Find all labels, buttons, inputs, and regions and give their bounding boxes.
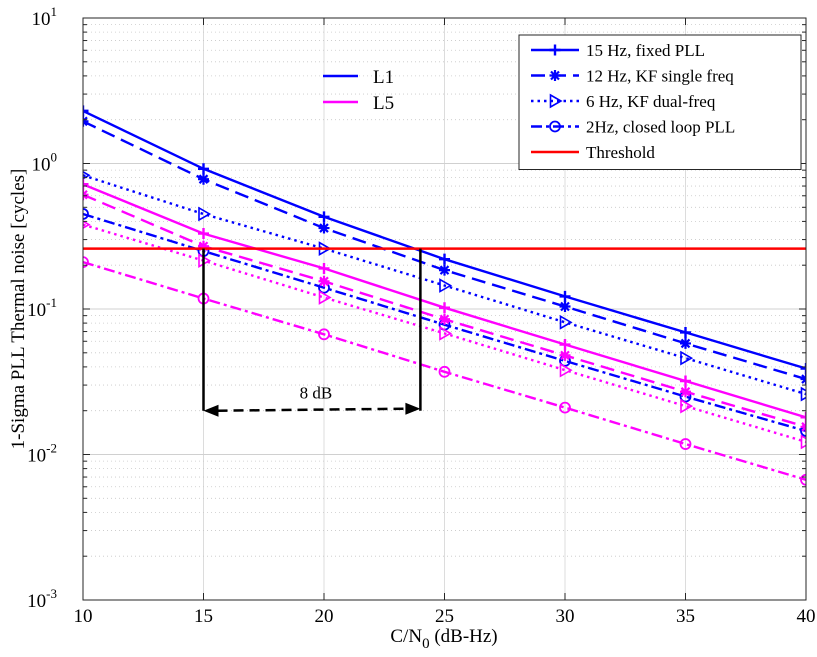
data-point	[559, 362, 573, 378]
data-point	[198, 173, 209, 185]
data-point	[439, 313, 450, 325]
legend-marker	[549, 120, 561, 133]
data-point	[83, 256, 89, 269]
x-tick-label: 20	[315, 606, 334, 627]
data-point	[680, 350, 694, 366]
data-point	[318, 262, 330, 274]
series-line	[83, 174, 806, 396]
x-tick-label: 30	[556, 606, 575, 627]
data-point	[800, 434, 806, 450]
data-point	[438, 365, 451, 378]
series-l5	[83, 189, 806, 433]
legend-label: Threshold	[586, 143, 655, 162]
data-point	[559, 314, 573, 330]
annotation-arrowhead-right	[405, 402, 421, 415]
data-point	[800, 411, 806, 423]
x-tick-label: 10	[74, 606, 93, 627]
y-tick-label: 10-1	[27, 295, 57, 321]
x-tick-label: 40	[797, 606, 816, 627]
data-point	[83, 178, 89, 190]
data-point	[800, 363, 806, 374]
y-tick-label: 101	[32, 4, 58, 30]
x-tick-label: 15	[194, 606, 213, 627]
data-point	[680, 326, 691, 338]
data-point	[318, 290, 332, 305]
x-tick-label: 25	[435, 606, 454, 627]
data-point	[680, 386, 691, 398]
data-point	[439, 264, 450, 276]
band-legend-label: L1	[373, 67, 394, 88]
x-tick-label: 35	[676, 606, 695, 627]
data-point	[680, 337, 691, 349]
legend-label: 2Hz, closed loop PLL	[586, 118, 735, 137]
y-tick-label: 100	[32, 150, 58, 176]
y-tick-label: 10-3	[27, 586, 57, 612]
legend-label: 6 Hz, KF dual-freq	[586, 92, 716, 111]
data-point	[800, 386, 806, 402]
y-axis-label: 1-Sigma PLL Thermal noise [cycles]	[8, 169, 29, 450]
data-point	[800, 425, 806, 437]
y-tick-label: 10-2	[27, 441, 57, 467]
annotation-arrowhead-left	[203, 404, 219, 417]
data-point	[679, 438, 692, 450]
data-point	[559, 301, 571, 313]
data-point	[559, 339, 571, 351]
legend-marker	[549, 44, 561, 56]
legend-label: 12 Hz, KF single freq	[586, 67, 734, 86]
band-legend-label: L5	[373, 93, 394, 114]
data-point	[198, 206, 212, 222]
legend-marker	[549, 70, 561, 81]
data-point	[559, 401, 571, 414]
data-point	[680, 398, 694, 414]
legend-marker	[549, 93, 563, 109]
legend: 15 Hz, fixed PLL 12 Hz, KF single freq 6 H…	[518, 34, 802, 170]
data-point	[83, 208, 89, 220]
annotation-layer: 8 dB	[202, 248, 422, 417]
series-l1	[83, 105, 806, 374]
data-point	[439, 278, 453, 293]
data-point	[318, 211, 330, 223]
data-point	[198, 228, 209, 240]
x-axis-label: C/N0 (dB-Hz)	[390, 626, 497, 652]
data-point	[318, 275, 330, 287]
data-point	[439, 302, 450, 314]
data-point	[198, 240, 209, 252]
data-point	[318, 328, 330, 341]
data-point	[83, 170, 91, 180]
data-point	[439, 325, 453, 341]
legend-label: 15 Hz, fixed PLL	[586, 41, 705, 60]
data-point	[198, 163, 209, 175]
series-l1	[83, 115, 806, 385]
axis-ticks: 10 15 20 25 30 35 40 10-3 10-2 10-1 100 101	[27, 4, 815, 627]
data-point	[559, 349, 571, 361]
data-point	[800, 473, 806, 486]
series-l5	[83, 178, 806, 423]
data-point	[439, 253, 450, 265]
annotation-label: 8 dB	[300, 384, 333, 403]
data-point	[83, 105, 89, 117]
data-point	[318, 222, 330, 234]
data-point	[559, 290, 571, 302]
data-point	[680, 375, 691, 387]
